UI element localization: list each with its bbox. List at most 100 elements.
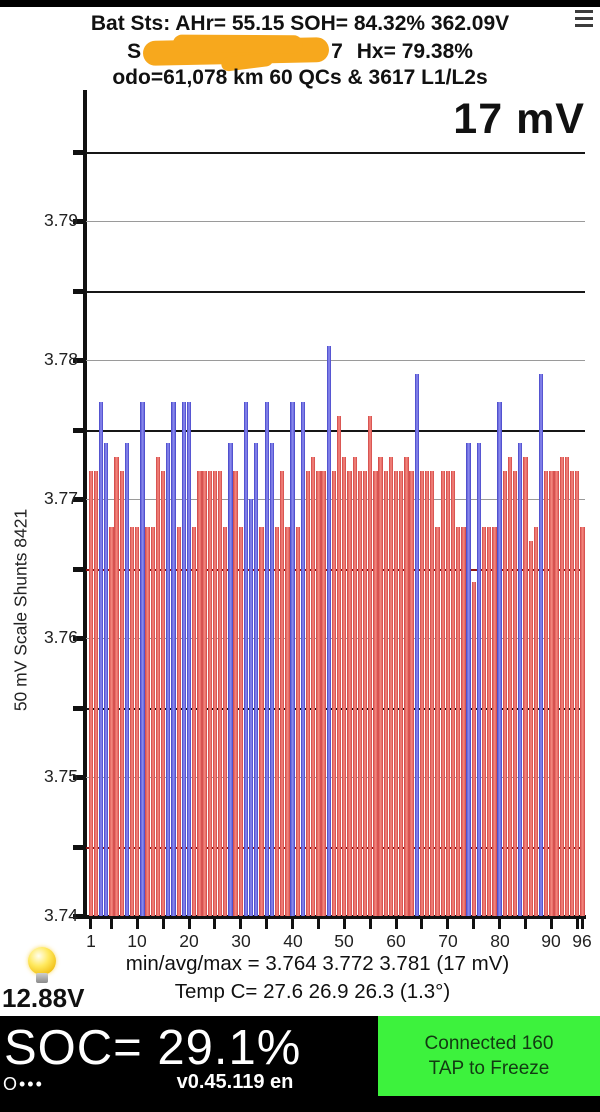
y-tick-3.795	[73, 150, 84, 155]
cell-bar	[518, 443, 523, 916]
y-tick-3.745	[73, 845, 84, 850]
connection-status-text: Connected 160	[424, 1033, 554, 1054]
vin-suffix: 7	[331, 39, 343, 63]
cell-bar	[254, 443, 259, 916]
gridline-3.795	[86, 152, 585, 154]
gridline-3.79	[86, 221, 585, 222]
vin-redaction-scribble	[142, 34, 330, 72]
cell-bar	[342, 457, 347, 916]
x-tick-label: 40	[283, 931, 303, 951]
cell-bar	[492, 526, 497, 916]
x-tick-60	[394, 919, 398, 929]
y-tick-label: 3.74	[43, 905, 78, 925]
battery-status-line: Bat Sts: AHr= 55.15 SOH= 84.32% 362.09V	[90, 12, 510, 35]
cell-bar	[129, 526, 135, 916]
cell-bar	[425, 471, 430, 916]
cell-bar	[274, 526, 280, 916]
cell-bar	[119, 471, 124, 916]
cell-bar	[378, 457, 383, 916]
cell-bar	[502, 471, 507, 916]
cell-bar	[564, 457, 570, 916]
y-tick-3.79	[73, 219, 84, 224]
x-tick-1	[89, 919, 93, 929]
cell-bar	[192, 526, 197, 916]
aux-battery-voltage: 12.88V	[2, 983, 85, 1013]
cell-bar	[290, 401, 295, 916]
x-tick-25	[213, 919, 217, 929]
cell-bar	[171, 401, 176, 916]
x-tick-label: 30	[231, 931, 251, 951]
cell-bar	[357, 471, 362, 916]
cell-bar	[554, 471, 559, 916]
x-tick-20	[187, 919, 191, 929]
cell-bar	[176, 526, 181, 916]
cell-bar	[150, 526, 155, 916]
cell-bar	[207, 471, 212, 916]
cell-bar	[305, 471, 311, 916]
hamburger-menu-icon[interactable]	[575, 10, 593, 31]
x-tick-35	[265, 919, 269, 929]
cell-bar	[352, 457, 357, 916]
odometer-line: odo=61,078 km 60 QCs & 3617 L1/L2s	[112, 66, 488, 89]
x-tick-10	[135, 919, 139, 929]
cell-bar	[435, 526, 440, 916]
cell-bar	[259, 526, 264, 916]
cell-bar	[373, 471, 378, 916]
x-tick-95	[575, 919, 579, 929]
cell-bar	[580, 526, 585, 916]
min-avg-max-line: min/avg/max = 3.764 3.772 3.781 (17 mV)	[125, 952, 510, 975]
cell-bar	[109, 526, 114, 916]
cell-bar	[321, 471, 326, 916]
y-axis-line	[83, 90, 87, 918]
cell-bar	[155, 457, 161, 916]
cell-bar	[575, 471, 580, 916]
cell-bar	[419, 471, 425, 916]
cell-bar	[461, 526, 466, 916]
cell-bar	[248, 499, 254, 916]
x-tick-label: 90	[541, 931, 561, 951]
cell-bar	[331, 471, 337, 916]
x-tick-label: 20	[179, 931, 199, 951]
cell-bar	[233, 471, 238, 916]
cell-bar	[145, 526, 150, 916]
cell-bar	[533, 526, 539, 916]
cell-bar	[316, 471, 321, 916]
hx-label: Hx= 79.38%	[356, 39, 473, 63]
x-tick-label: 60	[386, 931, 406, 951]
cell-bar	[383, 471, 388, 916]
vin-prefix: S	[127, 39, 142, 63]
x-tick-50	[342, 919, 346, 929]
chart-delta-label: 17 mV	[453, 95, 585, 143]
x-tick-label: 50	[334, 931, 354, 951]
x-tick-96	[580, 919, 584, 929]
x-tick-80	[498, 919, 502, 929]
cell-bar	[487, 526, 492, 916]
cell-bar	[295, 526, 300, 916]
cell-bar	[337, 415, 342, 916]
x-tick-label: 96	[572, 931, 592, 951]
cell-bar	[140, 401, 145, 916]
cell-bar	[104, 443, 109, 916]
cell-bar	[507, 457, 513, 916]
cell-bar	[388, 457, 394, 916]
y-tick-label: 3.77	[43, 488, 78, 508]
cell-bar	[243, 401, 249, 916]
cell-bar	[202, 471, 207, 916]
app-version: v0.45.119 en	[176, 1071, 294, 1093]
y-tick-3.78	[73, 358, 84, 363]
cell-bar	[114, 457, 119, 916]
gridline-3.785	[86, 291, 585, 293]
page-indicator-dots[interactable]: O•••	[3, 1074, 44, 1094]
cell-bar	[197, 471, 202, 916]
connection-status-button[interactable]: Connected 160 TAP to Freeze	[378, 1016, 600, 1096]
cell-bar	[471, 582, 476, 916]
cell-bar	[228, 443, 233, 916]
lightbulb-icon	[25, 947, 59, 987]
cell-bar	[538, 373, 544, 916]
cell-bar	[481, 526, 487, 916]
y-tick-label: 3.78	[43, 349, 78, 369]
cell-bar	[238, 526, 243, 916]
cell-bar	[523, 457, 528, 916]
cell-bar	[124, 443, 130, 916]
